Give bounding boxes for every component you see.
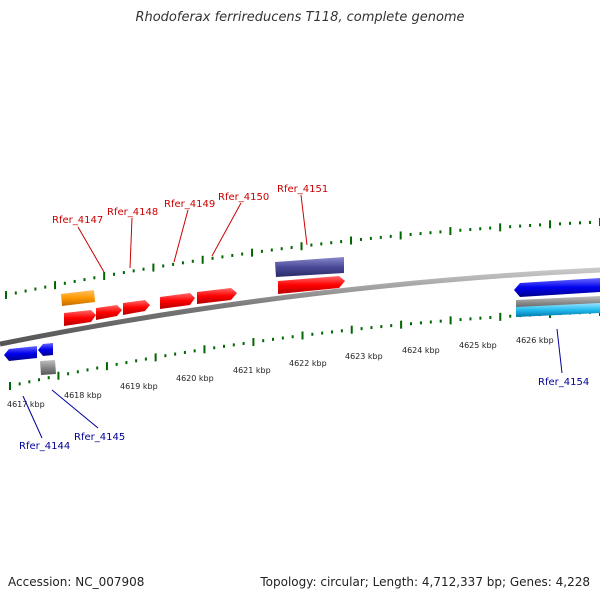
outer-tick-track xyxy=(5,218,600,299)
tick-label: 4622 kbp xyxy=(289,359,327,368)
tick-label: 4624 kbp xyxy=(402,346,440,355)
tick-label: 4626 kbp xyxy=(516,336,554,345)
leader-line xyxy=(129,217,133,269)
tick-label: 4623 kbp xyxy=(345,352,383,361)
gene-feature-rfer-4151[interactable] xyxy=(278,276,345,294)
leader-line xyxy=(211,202,242,257)
inner-tick-track xyxy=(9,308,600,390)
gene-feature-rfer-4150b[interactable] xyxy=(197,288,237,304)
page-title: Rhodoferax ferrireducens T118, complete … xyxy=(135,10,465,25)
tick-label: 4618 kbp xyxy=(64,391,102,400)
gene-label-rfer-4148[interactable]: Rfer_4148 xyxy=(107,207,158,218)
gene-feature-rfer-4144[interactable] xyxy=(4,346,37,361)
leader-line xyxy=(300,194,308,246)
tick-label: 4617 kbp xyxy=(7,400,45,409)
leader-line xyxy=(556,328,563,374)
gene-label-rfer-4144[interactable]: Rfer_4144 xyxy=(19,441,70,452)
gene-label-rfer-4145[interactable]: Rfer_4145 xyxy=(74,432,125,443)
gene-feature-rfer-4150[interactable] xyxy=(160,293,195,309)
leader-line xyxy=(22,395,43,439)
cyan-band-right[interactable] xyxy=(516,303,600,317)
leader-line xyxy=(77,226,105,273)
topology-text: Topology: circular; Length: 4,712,337 bp… xyxy=(260,575,590,589)
gene-label-rfer-4151[interactable]: Rfer_4151 xyxy=(277,184,328,195)
tick-label: 4625 kbp xyxy=(459,341,497,350)
tick-label: 4621 kbp xyxy=(233,366,271,375)
purple-feature[interactable] xyxy=(275,257,344,277)
leader-line xyxy=(173,209,189,263)
tick-label: 4620 kbp xyxy=(176,374,214,383)
gene-feature-rfer-4154[interactable] xyxy=(514,278,600,297)
gene-label-rfer-4147[interactable]: Rfer_4147 xyxy=(52,215,103,226)
tick-label: 4619 kbp xyxy=(120,382,158,391)
gene-feature-rfer-4147[interactable] xyxy=(64,310,96,326)
gene-label-rfer-4149[interactable]: Rfer_4149 xyxy=(164,199,215,210)
accession-text: Accession: NC_007908 xyxy=(8,575,145,589)
gene-feature-rfer-4148[interactable] xyxy=(96,305,122,320)
gene-label-rfer-4150[interactable]: Rfer_4150 xyxy=(218,192,269,203)
gene-feature-rfer-4145[interactable] xyxy=(38,343,53,356)
orange-feature[interactable] xyxy=(61,290,95,306)
gene-label-rfer-4154[interactable]: Rfer_4154 xyxy=(538,377,589,388)
gray-feature-small[interactable] xyxy=(40,360,56,375)
leader-line xyxy=(51,389,99,429)
genome-backbone xyxy=(0,267,600,347)
gene-feature-rfer-4149[interactable] xyxy=(123,300,150,315)
